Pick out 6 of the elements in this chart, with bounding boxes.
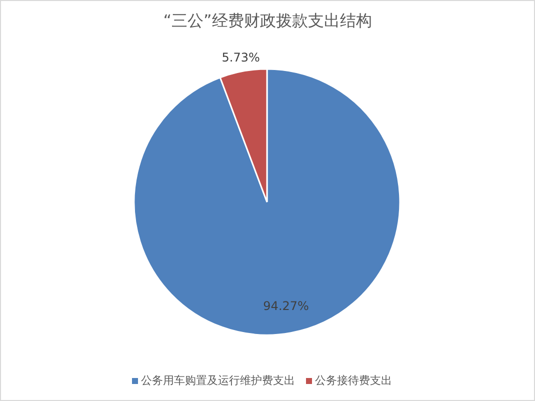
legend-label: 公务用车购置及运行维护费支出 bbox=[141, 374, 295, 388]
chart-title: “三公”经费财政拨款支出结构 bbox=[163, 11, 372, 30]
data-label: 94.27% bbox=[263, 298, 309, 313]
data-label: 5.73% bbox=[222, 50, 260, 64]
legend-label: 公务接待费支出 bbox=[315, 374, 392, 388]
pie-slice bbox=[133, 68, 401, 336]
